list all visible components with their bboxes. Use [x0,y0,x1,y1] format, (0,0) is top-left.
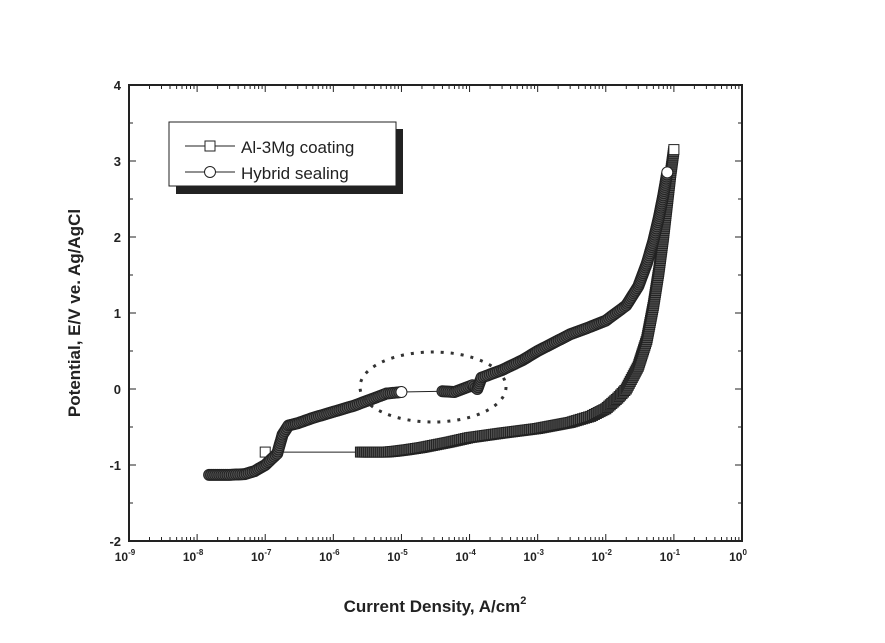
x-tick-exp: -4 [469,548,477,557]
data-marks [203,144,680,481]
x-tick-exp: -7 [264,548,272,557]
x-tick-label: 100 [729,548,747,564]
x-tick-base: 10 [251,550,265,564]
axis-ticks: 10-9 10-8 10-7 10-6 10-5 10-4 10-3 10-2 10-1 1004… [109,78,747,564]
legend: Al-3Mg coating Hybrid sealing [168,121,403,194]
x-axis-label-sup: 2 [520,595,526,607]
x-tick-base: 10 [183,550,197,564]
x-tick-base: 10 [455,550,469,564]
y-tick-label: 1 [114,306,121,321]
legend-square-marker [204,140,216,152]
x-tick-exp: -6 [332,548,340,557]
y-tick-label: 2 [114,230,121,245]
legend-box [168,121,397,187]
x-tick-base: 10 [115,550,129,564]
x-tick-label: 10-7 [251,548,272,564]
y-tick-label: 0 [114,382,121,397]
x-tick-label: 10-1 [660,548,681,564]
x-tick-exp: -9 [128,548,136,557]
y-tick-label: 4 [114,78,122,93]
y-tick-label: 3 [114,154,121,169]
x-tick-base: 10 [729,550,743,564]
x-tick-base: 10 [592,550,606,564]
x-tick-exp: -2 [605,548,613,557]
x-tick-base: 10 [523,550,537,564]
x-tick-base: 10 [387,550,401,564]
legend-item-hybrid: Hybrid sealing [185,164,349,183]
x-tick-exp: -3 [537,548,545,557]
legend-item-al-3mg: Al-3Mg coating [185,138,354,157]
y-tick-label: -1 [109,458,121,473]
x-tick-exp: 0 [742,548,747,557]
series-1-marker [661,166,674,179]
x-tick-label: 10-2 [592,548,613,564]
legend-label: Hybrid sealing [241,164,349,183]
x-tick-label: 10-6 [319,548,340,564]
legend-circle-marker [204,166,216,178]
x-axis-label-text: Current Density, A/cm [344,597,521,616]
x-tick-base: 10 [319,550,333,564]
x-tick-exp: -8 [196,548,204,557]
highlight-ellipse [358,350,508,424]
x-tick-label: 10-3 [523,548,544,564]
x-tick-exp: -1 [673,548,681,557]
x-tick-label: 10-8 [183,548,204,564]
x-tick-label: 10-5 [387,548,408,564]
x-tick-label: 10-4 [455,548,476,564]
legend-label: Al-3Mg coating [241,138,354,157]
x-tick-base: 10 [660,550,674,564]
x-tick-exp: -5 [401,548,409,557]
series-1-marker [395,386,408,399]
y-axis-label: Potential, E/V ve. Ag/AgCl [65,209,84,417]
x-axis-label: Current Density, A/cm2 [344,595,527,616]
x-tick-label: 10-9 [115,548,136,564]
y-tick-label: -2 [109,534,121,549]
series-0-marker [668,144,680,156]
